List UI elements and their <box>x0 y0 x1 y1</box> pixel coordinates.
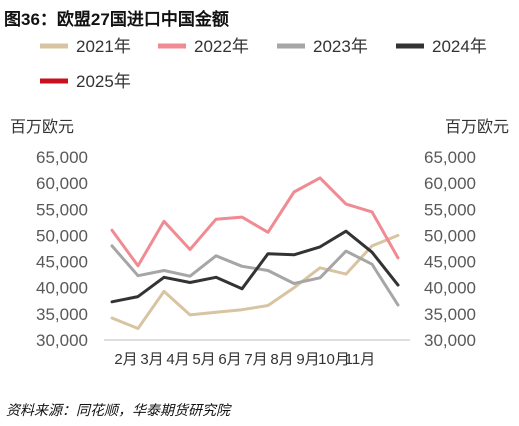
legend-label: 2024年 <box>432 37 487 56</box>
y-tick-label-left: 50,000 <box>36 226 88 245</box>
series-line-2021年 <box>110 233 400 330</box>
source-note: 资料来源：同花顺，华泰期货研究院 <box>6 402 230 418</box>
series-line-2024年 <box>110 229 400 304</box>
y-tick-label-right: 40,000 <box>424 279 476 298</box>
y-tick-label-left: 35,000 <box>36 305 88 324</box>
y-tick-label-right: 45,000 <box>424 253 476 272</box>
x-tick-label: 3月 <box>140 351 163 368</box>
x-tick-label: 10月 <box>318 351 350 368</box>
legend-label: 2022年 <box>194 37 249 56</box>
y-tick-label-left: 45,000 <box>36 253 88 272</box>
series-lines <box>110 176 400 330</box>
y-tick-label-right: 35,000 <box>424 305 476 324</box>
y-tick-label-left: 60,000 <box>36 174 88 193</box>
x-tick-label: 5月 <box>192 351 215 368</box>
x-tick-label: 9月 <box>296 351 319 368</box>
y-tick-label-left: 65,000 <box>36 148 88 167</box>
x-tick-label: 11月 <box>345 351 376 368</box>
legend-label: 2023年 <box>313 37 368 56</box>
y-tick-label-left: 30,000 <box>36 331 88 350</box>
y-tick-label-right: 55,000 <box>424 200 476 219</box>
y-tick-label-right: 65,000 <box>424 148 476 167</box>
chart-title: 图36：欧盟27国进口中国金额 <box>4 10 229 29</box>
right-axis-ticks: 65,000 60,000 55,000 50,000 45,000 40,000 35,0… <box>424 148 476 350</box>
x-tick-label: 8月 <box>270 351 293 368</box>
left-axis-unit: 百万欧元 <box>10 118 74 136</box>
x-tick-label: 6月 <box>218 351 241 368</box>
y-tick-label-left: 40,000 <box>36 279 88 298</box>
x-tick-label: 2月 <box>114 351 137 368</box>
y-tick-label-right: 60,000 <box>424 174 476 193</box>
y-tick-label-right: 50,000 <box>424 226 476 245</box>
series-line-2023年 <box>110 244 400 307</box>
legend: 2021年 2022年 2023年 2024年 2025年 <box>40 37 487 91</box>
legend-label: 2021年 <box>76 37 131 56</box>
y-tick-label-left: 55,000 <box>36 200 88 219</box>
series-line-2022年 <box>110 176 400 268</box>
left-axis-ticks: 65,000 60,000 55,000 50,000 45,000 40,000 35,0… <box>36 148 88 350</box>
right-axis-unit: 百万欧元 <box>445 118 509 136</box>
x-tick-label: 4月 <box>166 351 189 368</box>
legend-label: 2025年 <box>76 72 131 91</box>
y-tick-label-right: 30,000 <box>424 331 476 350</box>
x-tick-label: 7月 <box>244 351 267 368</box>
